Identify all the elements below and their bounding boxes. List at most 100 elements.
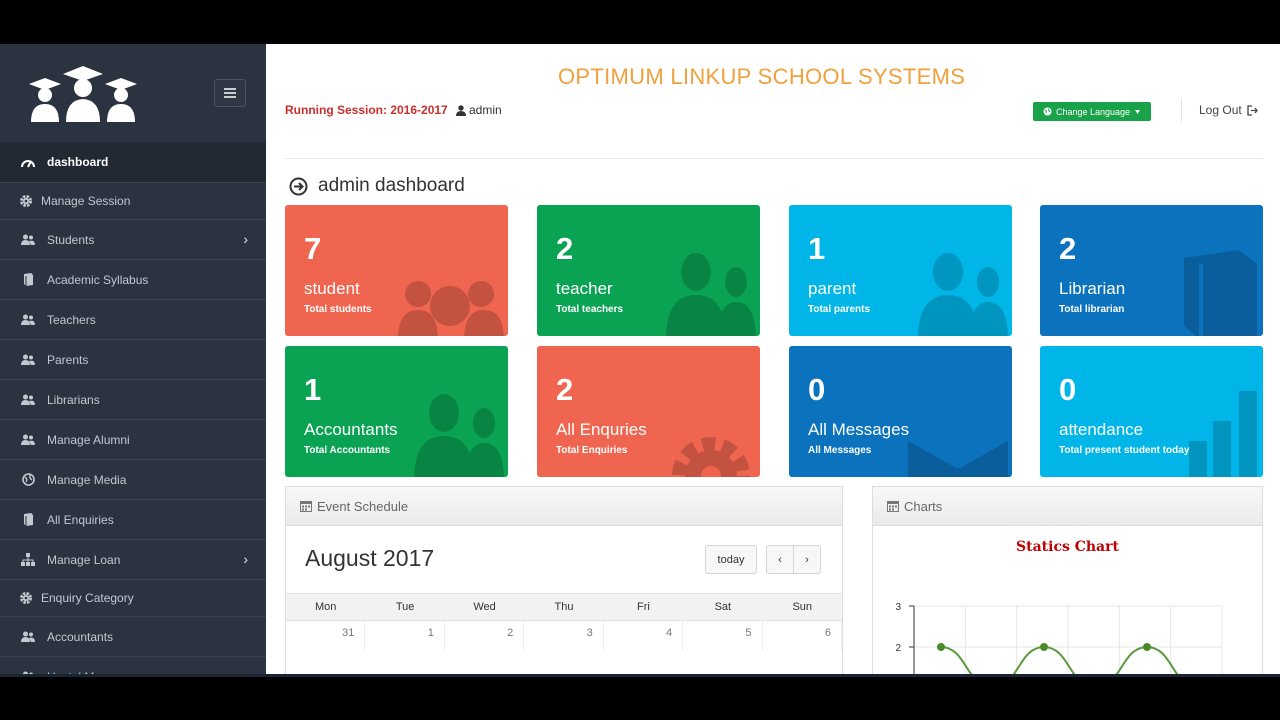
calendar-month: August 2017 [305, 545, 435, 571]
sidebar-item-manage-media[interactable]: Manage Media [0, 459, 266, 499]
sidebar-item-academic-syllabus[interactable]: Academic Syllabus [0, 259, 266, 299]
tile-parents[interactable]: 1 parent Total parents [789, 205, 1012, 336]
panel-header: Charts [873, 487, 1262, 526]
sidebar-item-label: Accountants [47, 629, 114, 644]
weekday: Fri [636, 601, 650, 613]
tile-messages[interactable]: 0 All Messages All Messages [789, 346, 1012, 477]
tile-accountants[interactable]: 1 Accountants Total Accountants [285, 346, 508, 477]
event-schedule-panel: Event Schedule August 2017 today ‹ › Mon… [285, 486, 843, 674]
calendar-day[interactable]: 6 [763, 621, 842, 651]
sidebar-item-label: Manage Session [41, 194, 131, 208]
tile-librarian[interactable]: 2 Librarian Total librarian [1040, 205, 1263, 336]
users-icon [20, 629, 36, 645]
tile-subtitle: Total teachers [556, 304, 624, 315]
sidebar-item-all-enquiries[interactable]: All Enquiries [0, 499, 266, 539]
calendar-day[interactable]: 5 [683, 621, 763, 651]
page-title-text: admin dashboard [318, 175, 465, 196]
logout-label: Log Out [1199, 103, 1242, 117]
tile-teachers[interactable]: 2 teacher Total teachers [537, 205, 760, 336]
sidebar-item-hostel-manager[interactable]: Hostel Manager [0, 656, 266, 674]
weekday: Thu [554, 601, 574, 613]
tile-count: 2 [556, 372, 574, 407]
tile-count: 0 [1059, 372, 1077, 407]
sidebar-item-label: Librarians [47, 392, 100, 407]
panel-title: Event Schedule [317, 498, 409, 514]
header-separator [285, 158, 1263, 159]
globe-icon [20, 472, 36, 488]
data-point[interactable] [937, 643, 945, 651]
tile-label: student [304, 279, 360, 298]
next-month-button[interactable]: › [793, 545, 821, 574]
chevron-right-icon: › [243, 551, 248, 567]
sidebar-item-enquiry-category[interactable]: Enquiry Category [0, 579, 266, 616]
main-content: OPTIMUM LINKUP SCHOOL SYSTEMS Running Se… [266, 44, 1280, 674]
change-language-button[interactable]: Change Language [1033, 102, 1151, 121]
sidebar-item-students[interactable]: Students › [0, 219, 266, 259]
sidebar-item-manage-session[interactable]: Manage Session [0, 182, 266, 219]
sidebar-item-label: All Enquiries [47, 512, 114, 527]
prev-month-button[interactable]: ‹ [766, 545, 794, 574]
logout-link[interactable]: Log Out [1199, 103, 1258, 117]
gear-bg-icon [672, 437, 750, 477]
calendar-day[interactable]: 2 [445, 621, 525, 651]
parents-bg-icon [918, 253, 1008, 336]
users-icon [20, 669, 36, 674]
weekday: Tue [395, 601, 415, 613]
book-icon [20, 272, 36, 288]
school-logo-icon [29, 66, 137, 122]
running-session: Running Session: 2016-2017 [285, 103, 448, 117]
charts-panel: Charts Statics Chart 3 2 [872, 486, 1263, 674]
sidebar-item-teachers[interactable]: Teachers [0, 299, 266, 339]
calendar-day[interactable]: 1 [365, 621, 445, 651]
sidebar-item-parents[interactable]: Parents [0, 339, 266, 379]
bottom-bar [0, 674, 1280, 677]
tile-subtitle: Total present student today [1059, 445, 1190, 456]
tile-label: Accountants [304, 420, 398, 439]
sidebar-item-manage-loan[interactable]: Manage Loan › [0, 539, 266, 579]
panel-title: Charts [904, 498, 943, 514]
tile-subtitle: Total Accountants [304, 445, 391, 456]
chevron-right-icon: › [243, 231, 248, 247]
weekday: Sun [792, 601, 813, 613]
tile-attendance[interactable]: 0 attendance Total present student today [1040, 346, 1263, 477]
calendar-day[interactable]: 3 [524, 621, 604, 651]
tile-enquiries[interactable]: 2 All Enquries Total Enquiries [537, 346, 760, 477]
calendar-weekdays: Mon Tue Wed Thu Fri Sat Sun [286, 593, 842, 621]
tile-subtitle: Total parents [808, 304, 871, 315]
sidebar-item-manage-alumni[interactable]: Manage Alumni [0, 419, 266, 459]
teachers-bg-icon [666, 253, 756, 336]
weekday: Mon [315, 601, 337, 613]
calendar-day[interactable]: 4 [604, 621, 684, 651]
sidebar-item-label: Academic Syllabus [47, 272, 149, 287]
tile-count: 7 [304, 231, 322, 266]
chart-grid [909, 605, 1223, 674]
user-icon [456, 104, 466, 116]
weekday: Wed [473, 601, 496, 613]
logo-area [0, 44, 266, 142]
data-point[interactable] [1143, 643, 1151, 651]
sidebar-item-label: dashboard [47, 155, 109, 169]
calendar-day[interactable]: 31 [286, 621, 366, 651]
sidebar-item-label: Manage Loan [47, 552, 121, 567]
today-button[interactable]: today [705, 545, 757, 574]
current-user-name: admin [469, 103, 502, 117]
header-divider [1181, 98, 1182, 122]
calendar-week-row: 31 1 2 3 4 5 6 [286, 621, 842, 651]
envelope-bg-icon [908, 441, 1008, 477]
tile-label: All Messages [808, 420, 910, 439]
sidebar-item-librarians[interactable]: Librarians [0, 379, 266, 419]
data-point[interactable] [1040, 643, 1048, 651]
current-user[interactable]: admin [456, 103, 502, 117]
sidebar-item-dashboard[interactable]: dashboard [0, 142, 266, 182]
gear-icon [18, 590, 34, 606]
book-icon [20, 512, 36, 528]
sidebar-item-accountants[interactable]: Accountants [0, 616, 266, 656]
accountants-bg-icon [414, 394, 504, 477]
statics-line-chart: 3 2 [895, 602, 1223, 674]
tile-subtitle: Total librarian [1059, 304, 1125, 315]
menu-toggle-button[interactable] [214, 79, 246, 107]
book-bg-icon [1184, 250, 1257, 336]
sitemap-icon [20, 552, 36, 568]
tile-label: All Enquries [556, 420, 647, 439]
tile-students[interactable]: 7 student Total students [285, 205, 508, 336]
